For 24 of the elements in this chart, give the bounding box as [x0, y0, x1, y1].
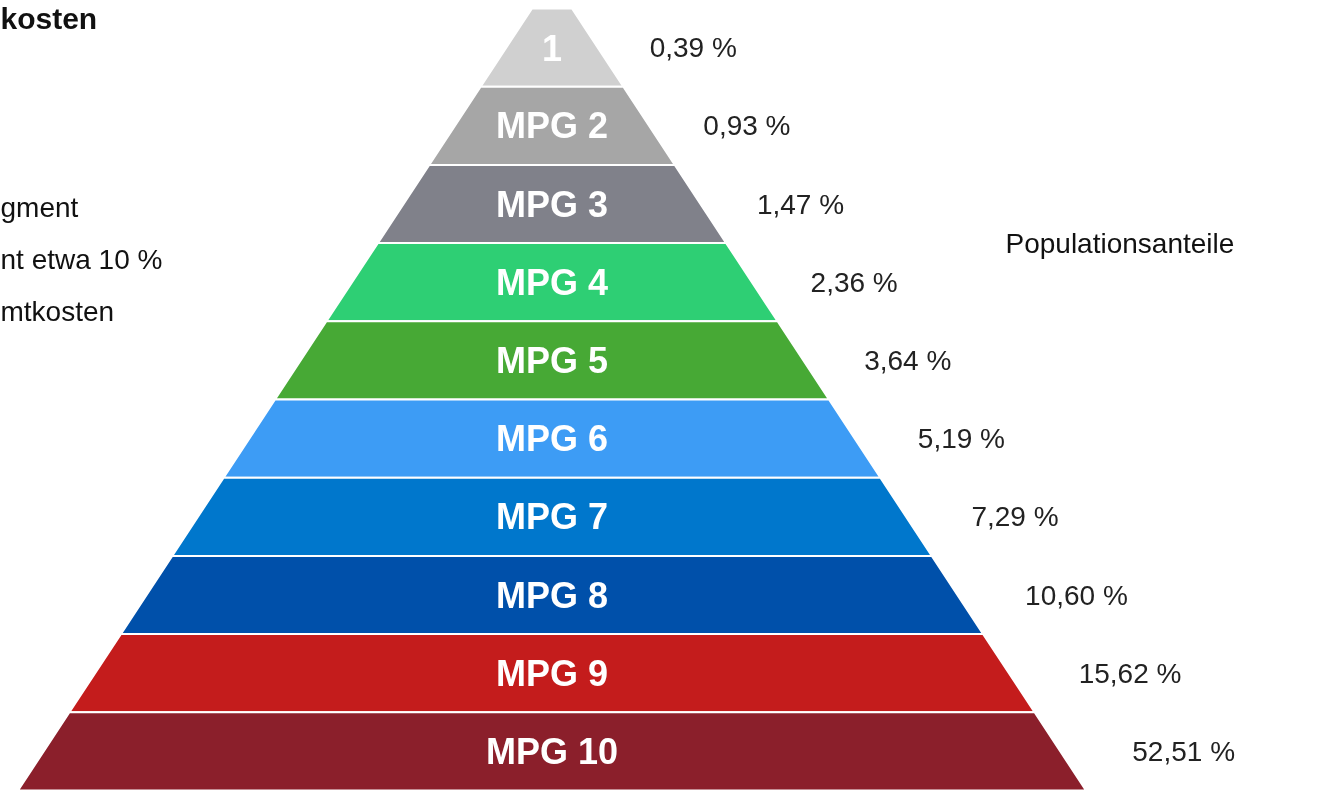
category-label: MPG 6: [495, 418, 609, 460]
data-label: 0,39 %: [649, 32, 737, 64]
category-label: MPG 5: [495, 339, 609, 381]
data-label: 2,36 %: [810, 266, 898, 298]
category-label: MPG 3: [495, 183, 609, 225]
text: gment: [0, 192, 79, 223]
data-label: 52,51 %: [1132, 735, 1236, 767]
text: kosten: [0, 2, 98, 35]
data-label: 5,19 %: [917, 423, 1005, 455]
category-label: MPG 8: [495, 574, 609, 616]
data-label: 15,62 %: [1078, 657, 1182, 689]
text: Populationsanteile: [1005, 228, 1235, 259]
category-label: MPG 4: [495, 261, 609, 303]
category-label: MPG 7: [495, 496, 609, 538]
data-label: 10,60 %: [1025, 579, 1128, 611]
data-label: 0,93 %: [703, 110, 791, 142]
text: nt etwa 10 %: [0, 244, 163, 275]
data-label: 1,47 %: [756, 188, 845, 220]
category-label: MPG 9: [495, 652, 609, 694]
data-label: 3,64 %: [864, 344, 952, 376]
text: mtkosten: [0, 296, 115, 327]
category-label: MPG 2: [495, 105, 609, 147]
data-label: 7,29 %: [971, 501, 1059, 533]
category-label: MPG 10: [485, 730, 619, 772]
